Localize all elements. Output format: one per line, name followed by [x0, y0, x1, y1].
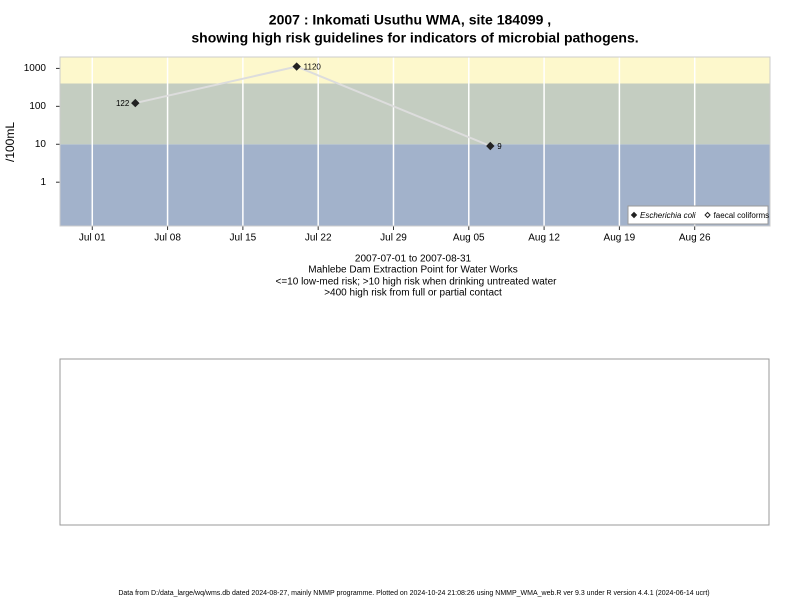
- legend-label: Escherichia coli: [640, 211, 696, 220]
- chart-subtitle: showing high risk guidelines for indicat…: [191, 30, 638, 46]
- x-tick-label: Jul 15: [230, 233, 257, 244]
- y-tick-label: 1: [40, 177, 46, 188]
- y-tick-label: 10: [35, 139, 47, 150]
- data-point: [292, 62, 301, 71]
- value-label: 1120: [304, 63, 322, 72]
- risk-band: [60, 83, 770, 145]
- footer: Data from D:/data_large/wq/wms.db dated …: [118, 590, 709, 597]
- y-tick-label: 100: [29, 101, 46, 112]
- x-tick-label: Jul 08: [154, 233, 181, 244]
- note: >400 high risk from full or partial cont…: [324, 288, 502, 299]
- x-tick-label: Aug 05: [453, 233, 485, 244]
- legend-marker: [630, 211, 638, 219]
- note: <=10 low-med risk; >10 high risk when dr…: [276, 277, 558, 288]
- risk-band: [60, 57, 770, 84]
- legend-label: faecal coliforms: [714, 211, 770, 220]
- x-tick-label: Jul 22: [305, 233, 332, 244]
- plot-frame: [59, 56, 771, 227]
- y-axis-label: /100mL: [3, 122, 17, 162]
- chart-title: 2007 : Inkomati Usuthu WMA, site 184099 …: [269, 12, 551, 28]
- data-point: [131, 98, 140, 108]
- legend-marker: [704, 211, 711, 219]
- x-tick-label: Jul 29: [380, 233, 407, 244]
- value-label: 9: [497, 142, 502, 151]
- value-label: 122: [116, 99, 130, 108]
- y-tick-label: 1000: [24, 63, 47, 74]
- note: Mahlebe Dam Extraction Point for Water W…: [308, 265, 518, 276]
- x-tick-label: Aug 19: [604, 233, 636, 244]
- x-tick-label: Aug 12: [528, 233, 560, 244]
- note: 2007-07-01 to 2007-08-31: [355, 254, 472, 265]
- x-tick-label: Aug 26: [679, 233, 711, 244]
- legend-box: [627, 205, 769, 225]
- x-tick-label: Jul 01: [79, 233, 106, 244]
- data-point: [486, 141, 495, 151]
- empty-panel: [59, 358, 770, 526]
